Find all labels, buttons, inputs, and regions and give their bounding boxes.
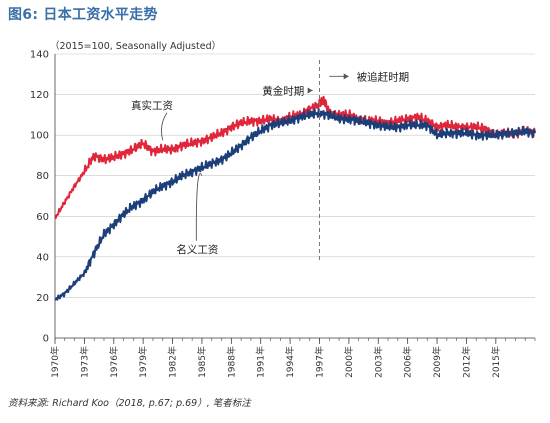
x-tick-label: 2015年 bbox=[490, 346, 502, 378]
x-tick-label: 1979年 bbox=[137, 346, 149, 378]
y-tick-label: 120 bbox=[30, 90, 49, 101]
real-wage-label: 真实工资 bbox=[131, 99, 173, 112]
x-tick-label: 1997年 bbox=[313, 346, 325, 378]
y-tick-label: 40 bbox=[36, 252, 49, 263]
y-tick-label: 0 bbox=[43, 334, 49, 345]
series-layer bbox=[54, 95, 536, 301]
x-tick-label: 1973年 bbox=[78, 346, 90, 378]
chart-subtitle: （2015=100, Seasonally Adjusted） bbox=[50, 40, 221, 52]
y-tick-label: 100 bbox=[30, 131, 49, 142]
page-title: 图6: 日本工资水平走势 bbox=[8, 7, 158, 23]
axis-layer: 0 20 40 60 80 100 120 140 1970年 1973年 1976年 1979年 19… bbox=[30, 50, 536, 378]
x-tick-label: 1991年 bbox=[255, 346, 267, 378]
y-tick-label: 80 bbox=[36, 171, 49, 182]
x-tick-label: 2000年 bbox=[343, 346, 355, 378]
catchup-period-arrowhead bbox=[343, 73, 349, 80]
x-tick-label: 1982年 bbox=[167, 346, 179, 378]
real-wage-pointer bbox=[161, 112, 168, 141]
y-tick-label: 140 bbox=[30, 50, 49, 61]
nominal-wage-pointer bbox=[195, 173, 203, 241]
x-tick-label: 1988年 bbox=[225, 346, 237, 378]
y-tick-label: 20 bbox=[36, 293, 49, 304]
x-tick-label: 1985年 bbox=[196, 346, 208, 378]
nominal-wage-label: 名义工资 bbox=[176, 243, 218, 256]
x-tick-label: 1970年 bbox=[49, 346, 61, 378]
y-tick-label: 60 bbox=[36, 212, 49, 223]
series-line-nominal-wage bbox=[54, 108, 536, 301]
source-note: 资料来源: Richard Koo（2018, p.67; p.69）, 笔者标… bbox=[8, 398, 251, 409]
golden-period-label: 黄金时期 bbox=[262, 85, 304, 98]
golden-period-arrowhead bbox=[307, 87, 313, 94]
x-tick-label: 1994年 bbox=[284, 346, 296, 378]
series-line-real-wage bbox=[54, 95, 536, 219]
catchup-period-label: 被追赶时期 bbox=[357, 70, 410, 83]
x-tick-label: 2012年 bbox=[460, 346, 472, 378]
x-tick-label: 2006年 bbox=[402, 346, 414, 378]
x-tick-label: 2009年 bbox=[431, 346, 443, 378]
x-tick-label: 1976年 bbox=[108, 346, 120, 378]
x-tick-label: 2003年 bbox=[372, 346, 384, 378]
